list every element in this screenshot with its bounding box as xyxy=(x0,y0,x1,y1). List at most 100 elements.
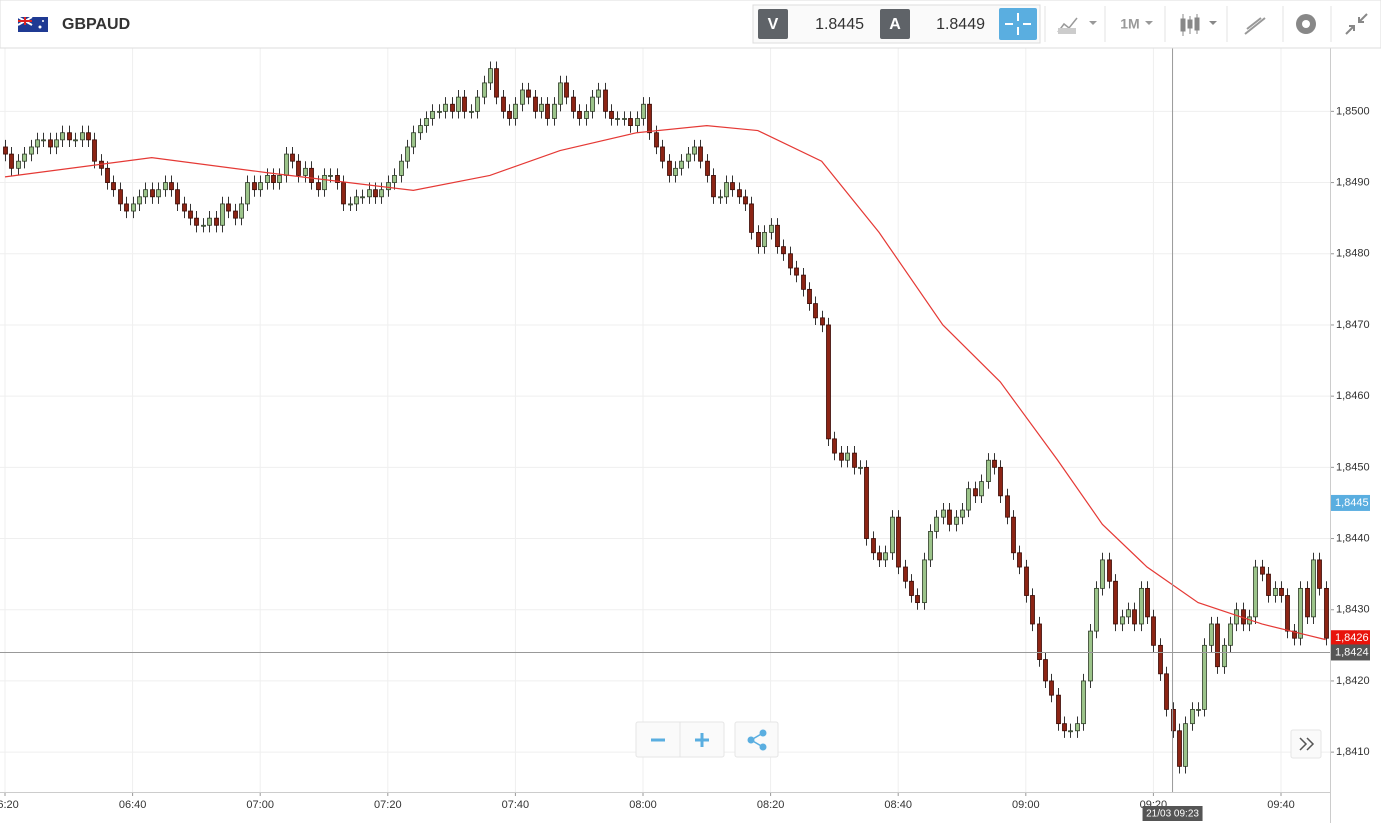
crosshair-button[interactable] xyxy=(999,8,1037,40)
candle-body xyxy=(794,267,799,276)
candle-body xyxy=(92,139,97,162)
candle-body xyxy=(711,175,716,198)
candle-body xyxy=(494,68,499,98)
candle-body xyxy=(1088,630,1093,682)
candle-body xyxy=(513,103,518,119)
candle-body xyxy=(399,160,404,176)
candle-body xyxy=(1285,595,1290,632)
candle-body xyxy=(169,182,174,191)
candle-body xyxy=(692,146,697,155)
candle-body xyxy=(1228,623,1233,646)
chart-type-button[interactable] xyxy=(1057,17,1097,34)
x-tick-label: 08:00 xyxy=(629,799,657,811)
candle-body xyxy=(973,488,978,497)
candle-body xyxy=(1171,709,1176,732)
candle-body xyxy=(603,89,608,112)
candle-body xyxy=(1164,673,1169,710)
draw-tool-button[interactable] xyxy=(1244,17,1266,35)
candle-body xyxy=(265,175,270,183)
candle-body xyxy=(1209,623,1214,646)
candle-body xyxy=(1183,723,1188,767)
candle-body xyxy=(156,189,161,198)
candle-body xyxy=(194,217,199,226)
candle-body xyxy=(1024,566,1029,596)
candle-body xyxy=(628,118,633,127)
timeframe[interactable]: 1M xyxy=(1120,16,1139,32)
candle-body xyxy=(1222,644,1227,668)
price-tag-label: 1,8426 xyxy=(1335,632,1369,644)
candle-body xyxy=(1202,644,1207,710)
candle-body xyxy=(137,196,142,205)
candle-body xyxy=(1017,552,1022,568)
candle-body xyxy=(111,182,116,191)
candle-body xyxy=(354,196,359,205)
candle-body xyxy=(724,182,729,198)
candle-body xyxy=(934,516,939,532)
candle-body xyxy=(252,182,257,191)
candle-body xyxy=(986,459,991,482)
candle-body xyxy=(852,452,857,468)
candle-body xyxy=(9,153,14,169)
candle-body xyxy=(749,203,754,233)
candle-body xyxy=(411,132,416,148)
candle-body xyxy=(966,488,971,511)
candle-body xyxy=(641,103,646,119)
candle-body xyxy=(335,175,340,183)
candle-body xyxy=(1215,623,1220,668)
share-button[interactable] xyxy=(734,721,779,758)
candle-body xyxy=(341,182,346,205)
collapse-button[interactable] xyxy=(1345,13,1368,35)
candle-body xyxy=(788,253,793,269)
candle-body xyxy=(1037,623,1042,660)
candle-body xyxy=(348,203,353,206)
candle-body xyxy=(883,552,888,561)
candle-body xyxy=(1253,566,1258,618)
candle-body xyxy=(1273,587,1278,596)
candle-type-button[interactable] xyxy=(1180,14,1217,36)
candle-body xyxy=(596,89,601,98)
candle-body xyxy=(163,182,168,191)
candle-body xyxy=(1139,587,1144,625)
candle-body xyxy=(1305,587,1310,618)
candle-body xyxy=(877,552,882,561)
crosshair-y-label: 1,8424 xyxy=(1335,646,1369,658)
candle-body xyxy=(86,132,91,141)
scroll-right-button[interactable] xyxy=(1290,729,1322,759)
candle-body xyxy=(890,516,895,554)
candle-body xyxy=(979,481,984,497)
candle-body xyxy=(462,96,467,112)
candle-body xyxy=(526,89,531,98)
candle-body xyxy=(801,274,806,290)
candle-body xyxy=(992,459,997,468)
bid-tag-box[interactable] xyxy=(758,9,788,39)
candle-body xyxy=(1132,609,1137,625)
candle-body xyxy=(316,182,321,191)
ask-tag-box[interactable] xyxy=(880,9,910,39)
candle-body xyxy=(450,103,455,112)
crosshair-y-tag xyxy=(1331,644,1370,661)
header-separators xyxy=(1044,6,1332,42)
candle-body xyxy=(379,189,384,198)
candle-body xyxy=(609,110,614,119)
candle-body xyxy=(941,509,946,518)
candle-body xyxy=(488,68,493,84)
candle-body xyxy=(718,196,723,199)
candle-body xyxy=(392,175,397,183)
candle-body xyxy=(3,146,8,155)
zoom-in[interactable] xyxy=(695,733,709,747)
candle-body xyxy=(284,153,289,176)
candle-body xyxy=(947,509,952,525)
plot-area: 1,8410 1,8420 1,8430 1,8440 1,8450 1,8460 1,84… xyxy=(0,48,1370,823)
candle-body xyxy=(730,182,735,191)
candle-body xyxy=(1317,559,1322,589)
candle-body xyxy=(124,203,129,212)
candle-body xyxy=(1081,680,1086,725)
candle-body xyxy=(118,189,123,205)
settings-button[interactable] xyxy=(1296,14,1316,34)
y-tick-label: 1,8450 xyxy=(1336,461,1370,473)
candle-body xyxy=(16,160,21,169)
candle-body xyxy=(1107,559,1112,582)
candle-body xyxy=(424,118,429,127)
candle-body xyxy=(539,103,544,112)
candle-body xyxy=(1043,659,1048,682)
